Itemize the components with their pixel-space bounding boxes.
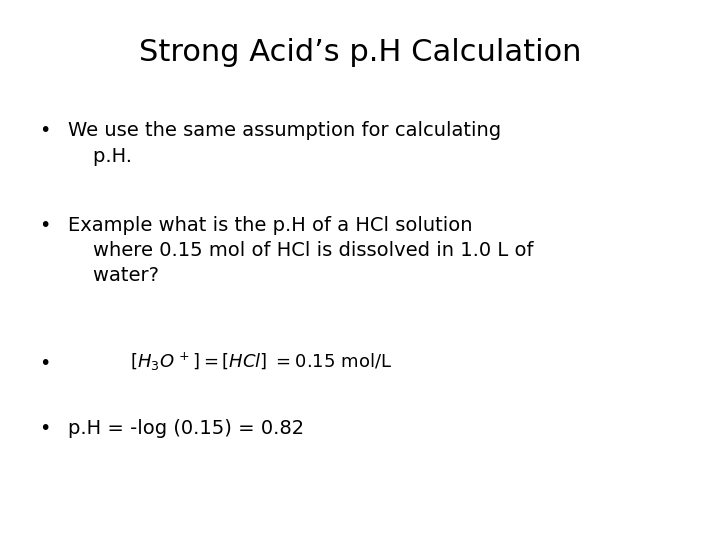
Text: •: • [40, 216, 51, 235]
Text: Strong Acid’s p.H Calculation: Strong Acid’s p.H Calculation [139, 38, 581, 67]
Text: We use the same assumption for calculating
    p.H.: We use the same assumption for calculati… [68, 122, 502, 165]
Text: $\left[H_3O^{\,+}\right]=\left[HCl\right]$ $= 0.15\ \mathrm{mol/L}$: $\left[H_3O^{\,+}\right]=\left[HCl\right… [130, 351, 392, 373]
Text: •: • [40, 418, 51, 437]
Text: p.H = -log (0.15) = 0.82: p.H = -log (0.15) = 0.82 [68, 418, 305, 437]
Text: Example what is the p.H of a HCl solution
    where 0.15 mol of HCl is dissolved: Example what is the p.H of a HCl solutio… [68, 216, 534, 285]
Text: •: • [40, 354, 51, 373]
Text: •: • [40, 122, 51, 140]
